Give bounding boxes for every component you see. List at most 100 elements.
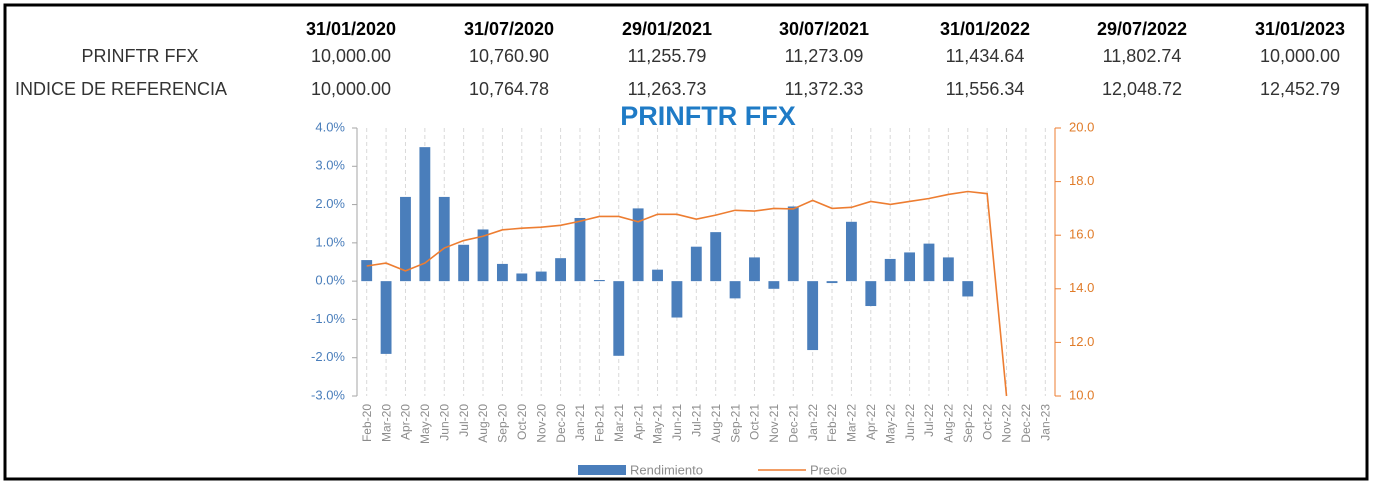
x-tick-label: Dec-22: [1019, 404, 1033, 443]
x-tick-label: Jun-21: [670, 404, 684, 441]
bar: [632, 208, 644, 282]
x-tick-label: Jul-20: [457, 404, 471, 437]
bar: [942, 257, 954, 282]
legend-label: Precio: [810, 462, 847, 477]
x-tick-label: May-20: [418, 404, 432, 444]
x-tick-label: Mar-21: [612, 404, 626, 442]
x-tick-label: Jan-22: [806, 404, 820, 441]
cell-value: 10,000.00: [311, 46, 391, 66]
bar: [593, 279, 605, 282]
bar: [865, 281, 877, 307]
y2-tick-label: 18.0: [1069, 173, 1094, 188]
cell-value: 11,434.64: [946, 46, 1025, 66]
bar: [361, 260, 373, 282]
x-tick-label: Feb-20: [360, 404, 374, 442]
bar: [729, 281, 741, 299]
bar: [710, 232, 722, 282]
cell-value: 11,372.33: [785, 79, 864, 99]
column-header: 30/07/2021: [779, 19, 869, 39]
column-header: 29/01/2021: [622, 19, 712, 39]
bar: [496, 263, 508, 282]
bar: [884, 258, 896, 282]
bar: [438, 196, 450, 282]
bar: [768, 281, 780, 289]
bar: [555, 258, 567, 282]
x-tick-label: Nov-20: [534, 404, 548, 443]
bar: [380, 281, 392, 354]
legend-swatch: [578, 465, 626, 475]
bar: [652, 269, 663, 282]
bar: [400, 196, 411, 282]
y2-tick-label: 16.0: [1069, 227, 1094, 242]
bar: [690, 246, 702, 282]
cell-value: 10,000.00: [311, 79, 391, 99]
bar: [904, 252, 916, 282]
x-tick-label: Jun-20: [437, 404, 451, 441]
y-tick-label: 0.0%: [315, 273, 345, 288]
column-header: 31/01/2020: [306, 19, 396, 39]
cell-value: 12,452.79: [1260, 79, 1340, 99]
cell-value: 11,273.09: [785, 46, 864, 66]
x-tick-label: Apr-22: [864, 404, 878, 440]
x-tick-label: Oct-21: [748, 404, 762, 440]
x-tick-label: Sep-22: [961, 404, 975, 443]
y2-tick-label: 10.0: [1069, 387, 1094, 402]
y2-tick-label: 12.0: [1069, 334, 1094, 349]
x-tick-label: Feb-21: [593, 404, 607, 442]
y-tick-label: 2.0%: [315, 196, 345, 211]
x-tick-label: Apr-20: [399, 404, 413, 440]
bar: [671, 281, 683, 318]
x-tick-label: Sep-21: [728, 404, 742, 443]
y-tick-label: 3.0%: [315, 158, 345, 173]
column-header: 31/01/2022: [940, 19, 1030, 39]
legend-label: Rendimiento: [630, 462, 703, 477]
x-tick-label: Aug-21: [709, 404, 723, 443]
chart-title: PRINFTR FFX: [620, 101, 796, 131]
y-tick-label: -3.0%: [311, 387, 345, 402]
bar: [419, 147, 431, 282]
column-header: 31/01/2023: [1255, 19, 1345, 39]
x-tick-label: Aug-22: [942, 404, 956, 443]
bar: [807, 281, 819, 351]
row-label: PRINFTR FFX: [82, 46, 199, 66]
y-tick-label: 4.0%: [315, 119, 345, 134]
x-tick-label: Mar-22: [845, 404, 859, 442]
column-header: 31/07/2020: [464, 19, 554, 39]
x-tick-label: Apr-21: [631, 404, 645, 440]
bar: [962, 281, 974, 297]
x-tick-label: Feb-22: [825, 404, 839, 442]
bar: [574, 217, 586, 282]
cell-value: 11,556.34: [946, 79, 1025, 99]
x-tick-label: Dec-20: [554, 404, 568, 443]
cell-value: 12,048.72: [1102, 79, 1182, 99]
bar: [845, 221, 857, 282]
bar: [516, 273, 528, 282]
cell-value: 10,764.78: [469, 79, 549, 99]
x-tick-label: Jul-21: [689, 404, 703, 437]
x-tick-label: Mar-20: [379, 404, 393, 442]
cell-value: 10,760.90: [469, 46, 549, 66]
bar: [458, 244, 470, 282]
x-tick-label: Oct-22: [980, 404, 994, 440]
line: [366, 190, 1008, 397]
x-tick-label: Jul-22: [922, 404, 936, 437]
x-tick-label: Nov-21: [767, 404, 781, 443]
x-tick-label: Dec-21: [786, 404, 800, 443]
x-tick-label: Sep-20: [496, 404, 510, 443]
row-label: INDICE DE REFERENCIA: [15, 79, 227, 99]
cell-value: 11,255.79: [628, 46, 707, 66]
bar: [613, 281, 625, 356]
cell-value: 11,263.73: [628, 79, 707, 99]
bar: [826, 281, 838, 284]
y-tick-label: -1.0%: [311, 311, 345, 326]
bar: [749, 257, 760, 282]
bar: [477, 229, 489, 282]
y-tick-label: 1.0%: [315, 234, 345, 249]
x-tick-label: Nov-22: [1000, 404, 1014, 443]
column-header: 29/07/2022: [1097, 19, 1187, 39]
bar: [923, 243, 935, 282]
frame: [3, 3, 1369, 481]
x-tick-label: May-21: [651, 404, 665, 444]
